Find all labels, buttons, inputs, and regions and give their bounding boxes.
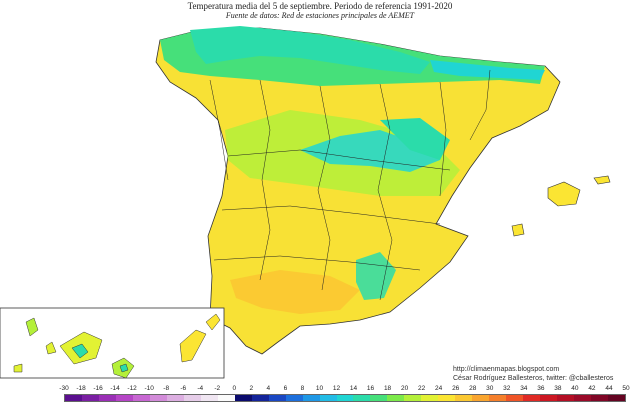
legend-tick-label: 38 — [554, 385, 562, 392]
legend-tick-label: 6 — [283, 385, 288, 392]
legend-swatch — [506, 395, 524, 401]
legend-tick-label: -2 — [214, 385, 221, 392]
legend-color-scale — [64, 394, 626, 402]
legend-swatch — [421, 395, 439, 401]
legend-swatch — [336, 395, 354, 401]
legend-swatch — [98, 395, 116, 401]
legend-tick-label: 20 — [400, 385, 409, 392]
legend-swatch — [540, 395, 558, 401]
legend-tick-label: 0 — [232, 385, 237, 392]
legend-tick-label: -18 — [76, 385, 86, 392]
legend-swatch — [438, 395, 456, 401]
legend-swatch — [574, 395, 592, 401]
legend-tick-label: 44 — [605, 385, 613, 392]
legend-swatch — [353, 395, 371, 401]
legend-swatch — [65, 395, 82, 401]
legend-tick-label: 50 — [622, 385, 630, 392]
legend-tick-label: 8 — [300, 385, 305, 392]
legend-tick-label: 12 — [332, 385, 341, 392]
legend-swatch — [472, 395, 490, 401]
legend-swatch — [523, 395, 541, 401]
legend-tick-label: 30 — [486, 385, 494, 392]
legend-swatch — [132, 395, 150, 401]
legend-tick-label: 36 — [537, 385, 545, 392]
legend-swatch — [302, 395, 320, 401]
legend-tick-label: 2 — [249, 385, 254, 392]
legend-tick-label: -16 — [93, 385, 103, 392]
legend-tick-label: 16 — [366, 385, 375, 392]
menorca — [593, 175, 611, 185]
legend-swatch — [319, 395, 337, 401]
legend-swatch — [387, 395, 405, 401]
legend-tick-label: -8 — [163, 385, 170, 392]
legend-labels: -30 -18 -16 -14 -12 -10 -8 -6 -4 -2 0 2 4 6 8 10 12 14 16 1… — [56, 385, 636, 394]
legend-tick-label: 22 — [418, 385, 426, 392]
legend-swatch — [234, 395, 252, 401]
legend-tick-label: -10 — [144, 385, 154, 392]
legend-tick-label: -14 — [110, 385, 120, 392]
legend-tick-label: -30 — [59, 385, 69, 392]
legend-tick-label: -4 — [197, 385, 204, 392]
legend-swatch — [115, 395, 133, 401]
cantabrian-mountains — [190, 26, 430, 74]
legend-tick-label: 18 — [383, 385, 392, 392]
legend-swatch — [166, 395, 184, 401]
legend-tick-label: 42 — [588, 385, 596, 392]
legend-tick-label: 26 — [452, 385, 460, 392]
legend-swatch — [217, 395, 235, 401]
legend-tick-label: 24 — [435, 385, 443, 392]
legend-tick-label: -12 — [127, 385, 137, 392]
legend-tick-label: 32 — [503, 385, 511, 392]
map-subtitle: Fuente de datos: Red de estaciones princ… — [225, 11, 415, 20]
legend-swatch — [370, 395, 388, 401]
mallorca — [547, 181, 581, 207]
guadalquivir-warm-zone — [230, 270, 360, 314]
legend-swatch — [557, 395, 575, 401]
legend-swatch — [200, 395, 218, 401]
legend-tick-label: 4 — [266, 385, 271, 392]
canary-islands — [13, 313, 221, 379]
legend-tick-label: 28 — [469, 385, 477, 392]
legend-tick-label: -6 — [180, 385, 187, 392]
legend-swatch — [404, 395, 422, 401]
legend-tick-label: 14 — [349, 385, 358, 392]
legend-swatch — [455, 395, 473, 401]
legend-tick-label: 10 — [315, 385, 324, 392]
credit-url: http://climaenmapas.blogspot.com — [453, 366, 560, 373]
province-borders — [209, 69, 491, 301]
legend-swatch — [149, 395, 167, 401]
map-title: Temperatura media del 5 de septiembre. P… — [187, 1, 453, 11]
legend-swatch — [251, 395, 269, 401]
ibiza — [511, 223, 525, 237]
legend-tick-label: 34 — [520, 385, 528, 392]
legend-swatch — [183, 395, 201, 401]
credit-author: César Rodríguez Ballesteros, twitter: @c… — [453, 375, 614, 382]
iberian-system-highlands — [380, 118, 450, 160]
legend-tick-label: 40 — [571, 385, 579, 392]
legend-swatch — [591, 395, 608, 401]
legend-swatch — [489, 395, 507, 401]
legend-swatch — [285, 395, 303, 401]
legend-swatch — [81, 395, 99, 401]
legend-swatch — [268, 395, 286, 401]
pyrenees — [430, 60, 545, 80]
legend-swatch — [608, 395, 625, 401]
